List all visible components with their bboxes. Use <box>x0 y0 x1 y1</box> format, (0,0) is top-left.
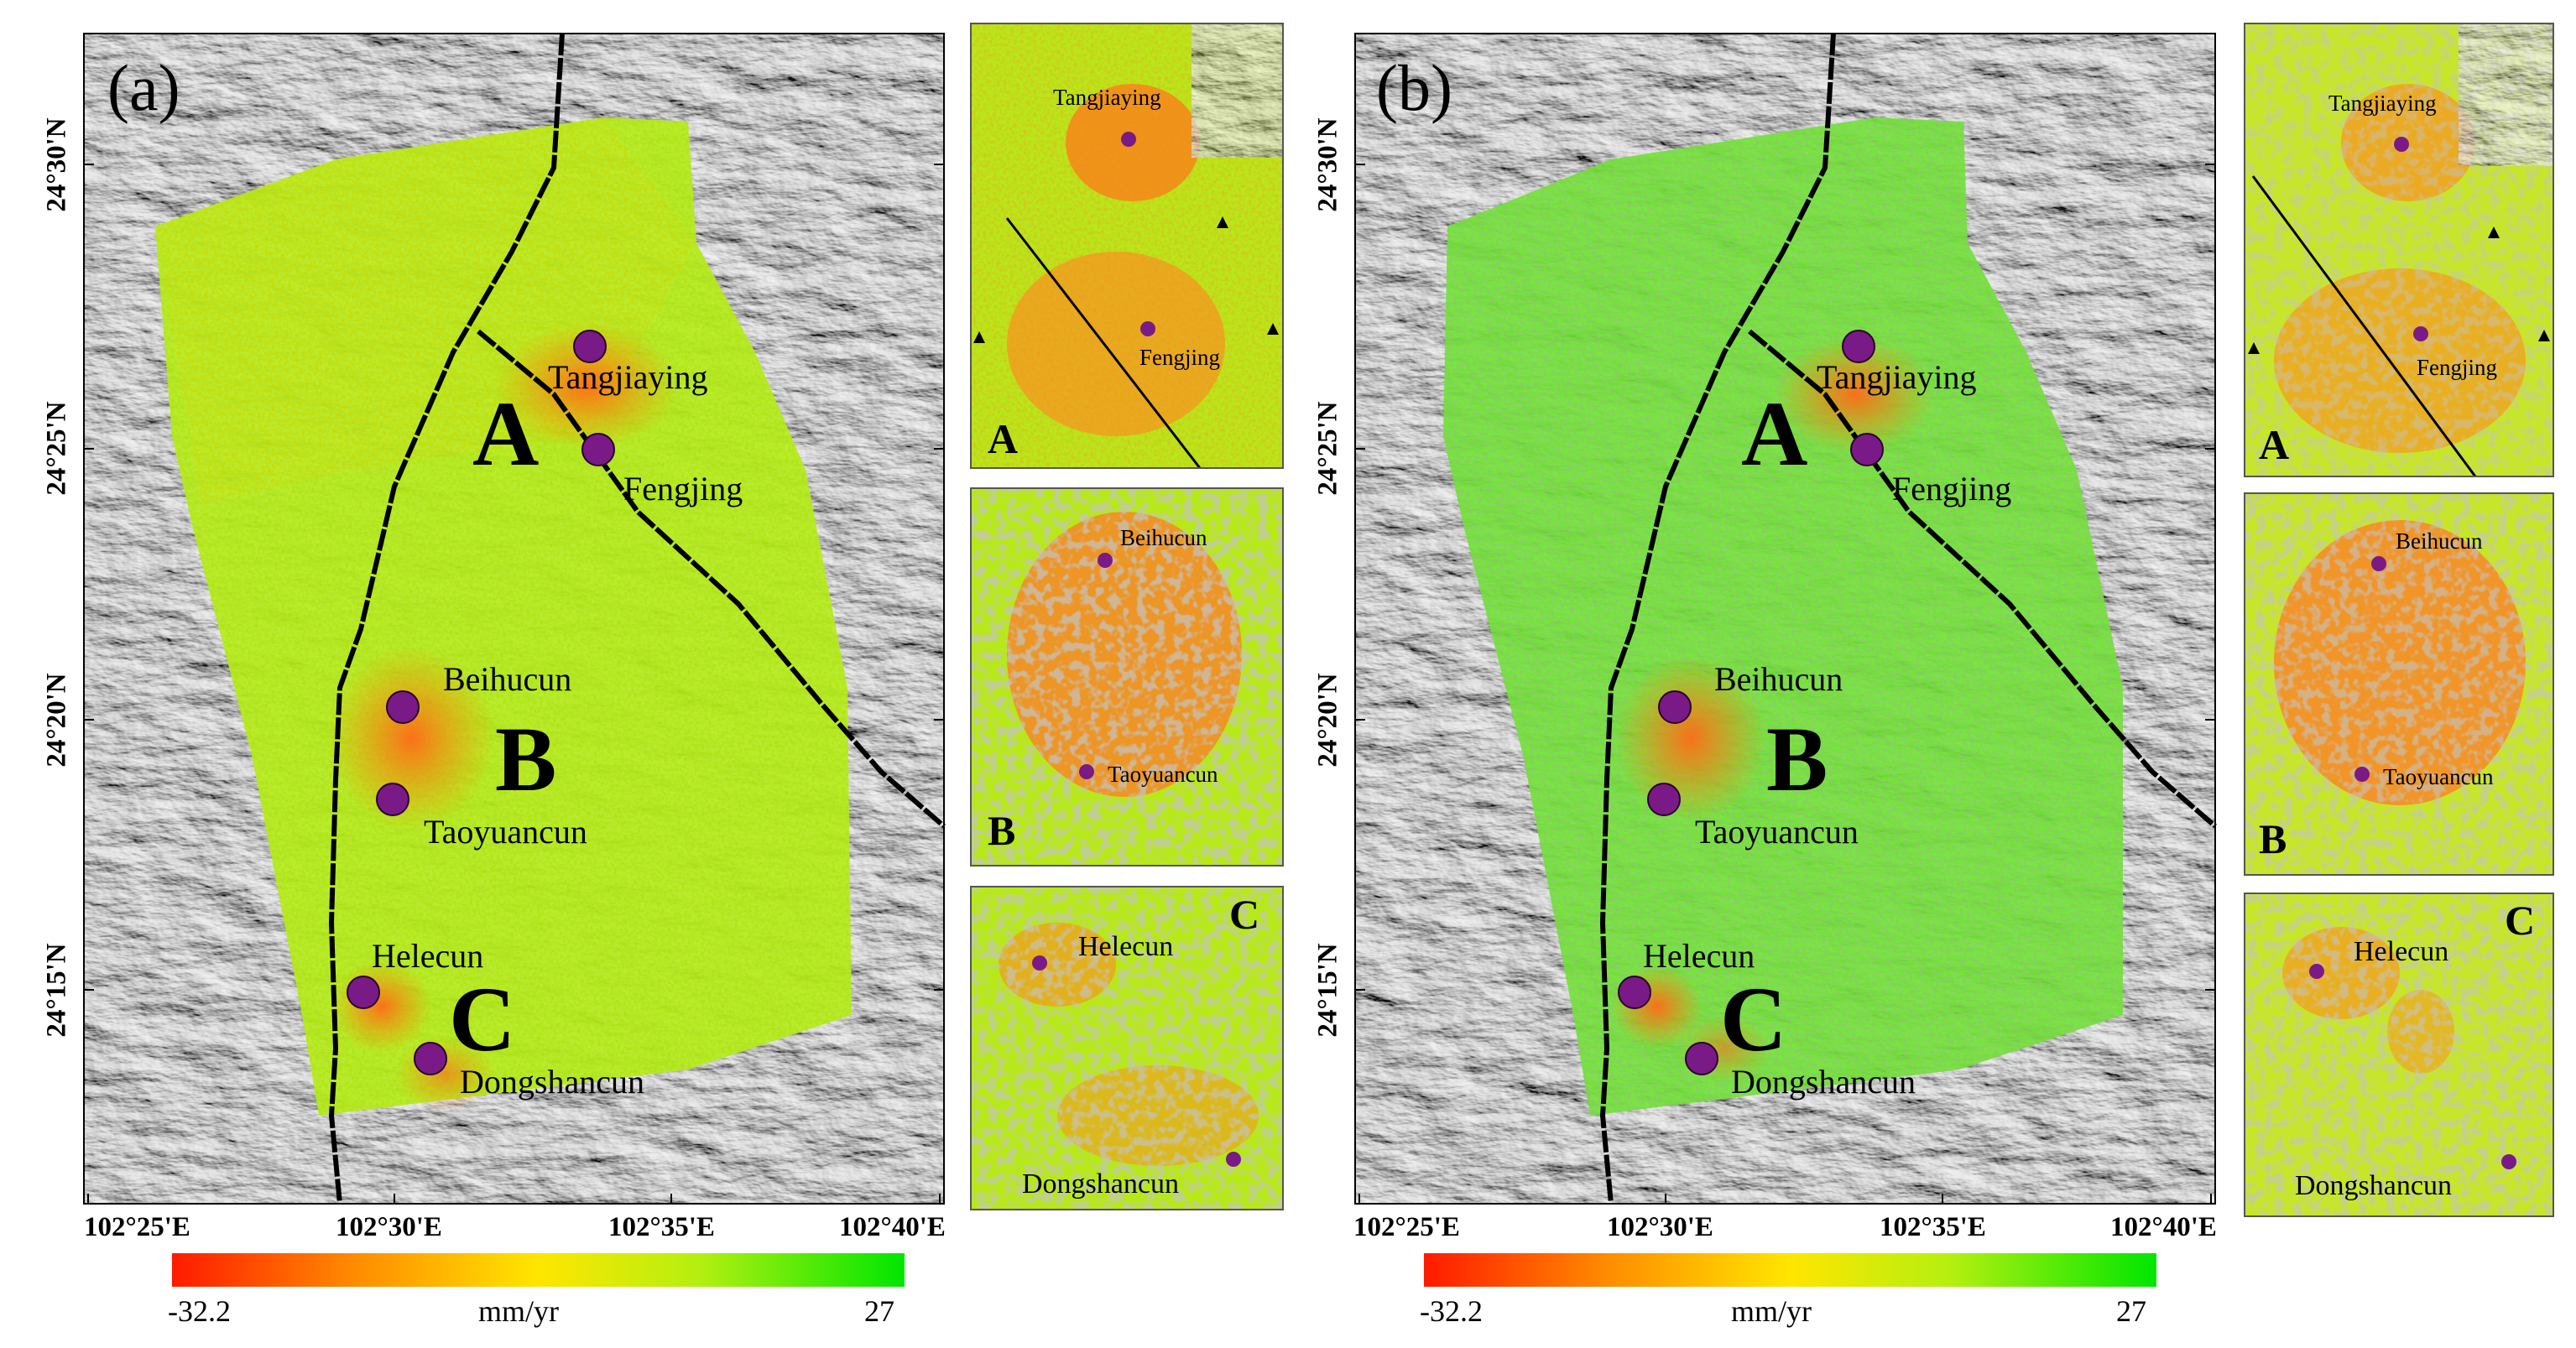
place-label-helecun: Helecun <box>372 937 484 975</box>
colorbar-max-b: 27 <box>2116 1294 2146 1328</box>
place-label-beihucun-b: Beihucun <box>1714 660 1843 698</box>
place-label-beihucun: Beihucun <box>443 660 572 698</box>
panel-b-inset-b <box>2244 492 2554 876</box>
place-label-fengjing: Fengjing <box>623 470 743 507</box>
inset-c-label: C <box>1229 891 1260 938</box>
inset-b-c-place-helecun: Helecun <box>2354 936 2449 967</box>
x-tick-label-b-3: 102°40'E <box>2110 1212 2217 1242</box>
panel-a-inset-a <box>970 23 1284 469</box>
site-marker-taoyuancun <box>376 783 409 816</box>
inset-b-c-label: C <box>2505 897 2536 944</box>
place-label-fengjing-b: Fengjing <box>1892 470 2012 507</box>
panel-a-map <box>83 33 946 1205</box>
site-marker-beihucun-b <box>1658 690 1692 724</box>
y-tick-label-a-3: 24°15'N <box>41 943 72 1038</box>
inset-c-place-helecun: Helecun <box>1078 931 1174 962</box>
x-tick-label-b-0: 102°25'E <box>1353 1212 1460 1242</box>
panel-a-inset-b <box>970 487 1284 867</box>
y-tick-label-a-1: 24°25'N <box>41 401 72 496</box>
colorbar-min-a: -32.2 <box>168 1294 231 1328</box>
site-marker-dongshancun-b <box>1685 1042 1718 1075</box>
site-marker-helecun-b <box>1618 976 1651 1009</box>
inset-b-a-label: A <box>2259 421 2290 468</box>
inset-b-label: B <box>988 807 1016 854</box>
region-label-b-c: C <box>1720 968 1787 1070</box>
panel-a-inset-c <box>970 886 1284 1210</box>
place-label-dongshancun: Dongshancun <box>460 1063 644 1101</box>
inset-b-b-place-beihucun: Beihucun <box>2396 528 2483 554</box>
colorbar-min-b: -32.2 <box>1420 1294 1483 1328</box>
site-marker-dongshancun <box>414 1042 447 1075</box>
y-tick-label-b-1: 24°25'N <box>1312 401 1343 496</box>
site-marker-fengjing <box>581 433 615 466</box>
triangle-icon <box>1217 216 1228 228</box>
y-tick-label-a-2: 24°20'N <box>41 673 72 768</box>
region-label-a-b: B <box>495 708 557 810</box>
panel-label-b: (b) <box>1376 51 1452 124</box>
inset-b-b-label: B <box>2259 815 2287 862</box>
panel-b-inset-c <box>2244 893 2554 1217</box>
place-label-dongshancun-b: Dongshancun <box>1731 1063 1916 1101</box>
y-tick-label-a-0: 24°30'N <box>41 117 72 212</box>
site-marker-tangjiaying-b <box>1842 330 1875 363</box>
panel-label-a: (a) <box>107 51 180 124</box>
inset-b-a-place-fengjing: Fengjing <box>2417 355 2498 380</box>
inset-b-b-place-taoyuancun: Taoyuancun <box>2383 764 2494 789</box>
place-label-helecun-b: Helecun <box>1643 937 1755 975</box>
region-label-b-a: A <box>1741 383 1808 485</box>
fault-line-west-b <box>1599 33 1836 1205</box>
inset-a-label: A <box>988 415 1019 462</box>
inset-b-c-place-dongshancun: Dongshancun <box>2295 1170 2452 1201</box>
place-label-tangjiaying-b: Tangjiaying <box>1817 358 1977 396</box>
place-label-taoyuancun: Taoyuancun <box>424 813 587 851</box>
colorbar-unit-a: mm/yr <box>478 1294 559 1328</box>
inset-b-place-beihucun: Beihucun <box>1120 525 1207 550</box>
inset-a-place-tangjiaying: Tangjiaying <box>1053 85 1161 110</box>
fault-line-east <box>477 329 946 829</box>
colorbar-b <box>1424 1253 2156 1287</box>
colorbar-a <box>172 1253 905 1287</box>
inset-b-a-place-tangjiaying: Tangjiaying <box>2328 91 2437 116</box>
colorbar-unit-b: mm/yr <box>1731 1294 1812 1328</box>
site-marker-helecun <box>347 976 380 1009</box>
y-tick-label-b-2: 24°20'N <box>1312 673 1343 768</box>
x-tick-label-a-3: 102°40'E <box>839 1212 946 1242</box>
place-label-tangjiaying: Tangjiaying <box>548 358 708 396</box>
region-label-a-a: A <box>472 383 540 485</box>
x-tick-label-a-0: 102°25'E <box>84 1212 190 1242</box>
place-label-taoyuancun-b: Taoyuancun <box>1695 813 1859 851</box>
x-tick-label-a-1: 102°30'E <box>336 1212 442 1242</box>
fault-line-west <box>328 33 565 1205</box>
inset-b-place-taoyuancun: Taoyuancun <box>1108 762 1218 787</box>
colorbar-max-a: 27 <box>864 1294 894 1328</box>
region-label-a-c: C <box>449 968 516 1070</box>
inset-a-place-fengjing: Fengjing <box>1139 345 1221 370</box>
region-label-b-b: B <box>1766 708 1828 810</box>
y-tick-label-b-0: 24°30'N <box>1312 117 1343 212</box>
y-tick-label-b-3: 24°15'N <box>1312 943 1343 1038</box>
panel-b-inset-a <box>2244 23 2554 477</box>
site-marker-tangjiaying <box>573 330 607 363</box>
x-tick-label-a-2: 102°35'E <box>608 1212 715 1242</box>
inset-c-place-dongshancun: Dongshancun <box>1022 1168 1179 1200</box>
fault-line-east-b <box>1748 329 2217 829</box>
site-marker-beihucun <box>386 690 420 724</box>
site-marker-fengjing-b <box>1850 433 1884 466</box>
panel-b-map <box>1354 33 2217 1205</box>
site-marker-taoyuancun-b <box>1647 783 1681 816</box>
x-tick-label-b-2: 102°35'E <box>1880 1212 1986 1242</box>
x-tick-label-b-1: 102°30'E <box>1607 1212 1713 1242</box>
